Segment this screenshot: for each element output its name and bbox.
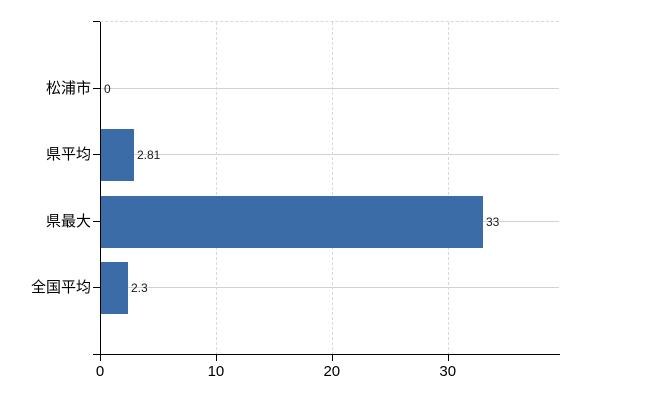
category-label: 全国平均 xyxy=(30,279,91,296)
x-tick-label: 20 xyxy=(323,363,341,380)
y-tick-mark xyxy=(93,154,100,155)
x-tick-mark xyxy=(215,355,217,361)
plot-top-border xyxy=(100,21,559,22)
value-label: 0 xyxy=(104,82,111,96)
gridline-vertical xyxy=(331,22,333,355)
x-tick-label: 30 xyxy=(439,363,457,380)
bar xyxy=(101,196,483,248)
y-axis xyxy=(100,22,101,355)
gridline-vertical xyxy=(215,22,217,355)
y-tick-mark xyxy=(93,287,100,288)
x-tick-mark xyxy=(100,355,101,361)
value-label: 33 xyxy=(486,215,500,229)
x-tick-label: 0 xyxy=(95,363,105,380)
gridline-horizontal xyxy=(100,88,559,89)
gridline-vertical xyxy=(447,22,449,355)
y-tick-mark xyxy=(93,21,100,22)
bar xyxy=(101,262,128,314)
value-label: 2.81 xyxy=(137,148,161,162)
category-label: 県最大 xyxy=(45,213,91,230)
gridline-horizontal xyxy=(100,287,559,288)
gridline-horizontal xyxy=(100,154,559,155)
y-tick-mark xyxy=(93,221,100,222)
bar xyxy=(101,129,134,181)
category-label: 松浦市 xyxy=(45,80,91,97)
value-label: 2.3 xyxy=(131,281,148,295)
category-label: 県平均 xyxy=(45,146,91,163)
x-tick-mark xyxy=(447,355,449,361)
x-axis xyxy=(93,354,560,355)
x-tick-label: 10 xyxy=(207,363,225,380)
x-tick-mark xyxy=(331,355,333,361)
y-tick-mark xyxy=(93,88,100,89)
